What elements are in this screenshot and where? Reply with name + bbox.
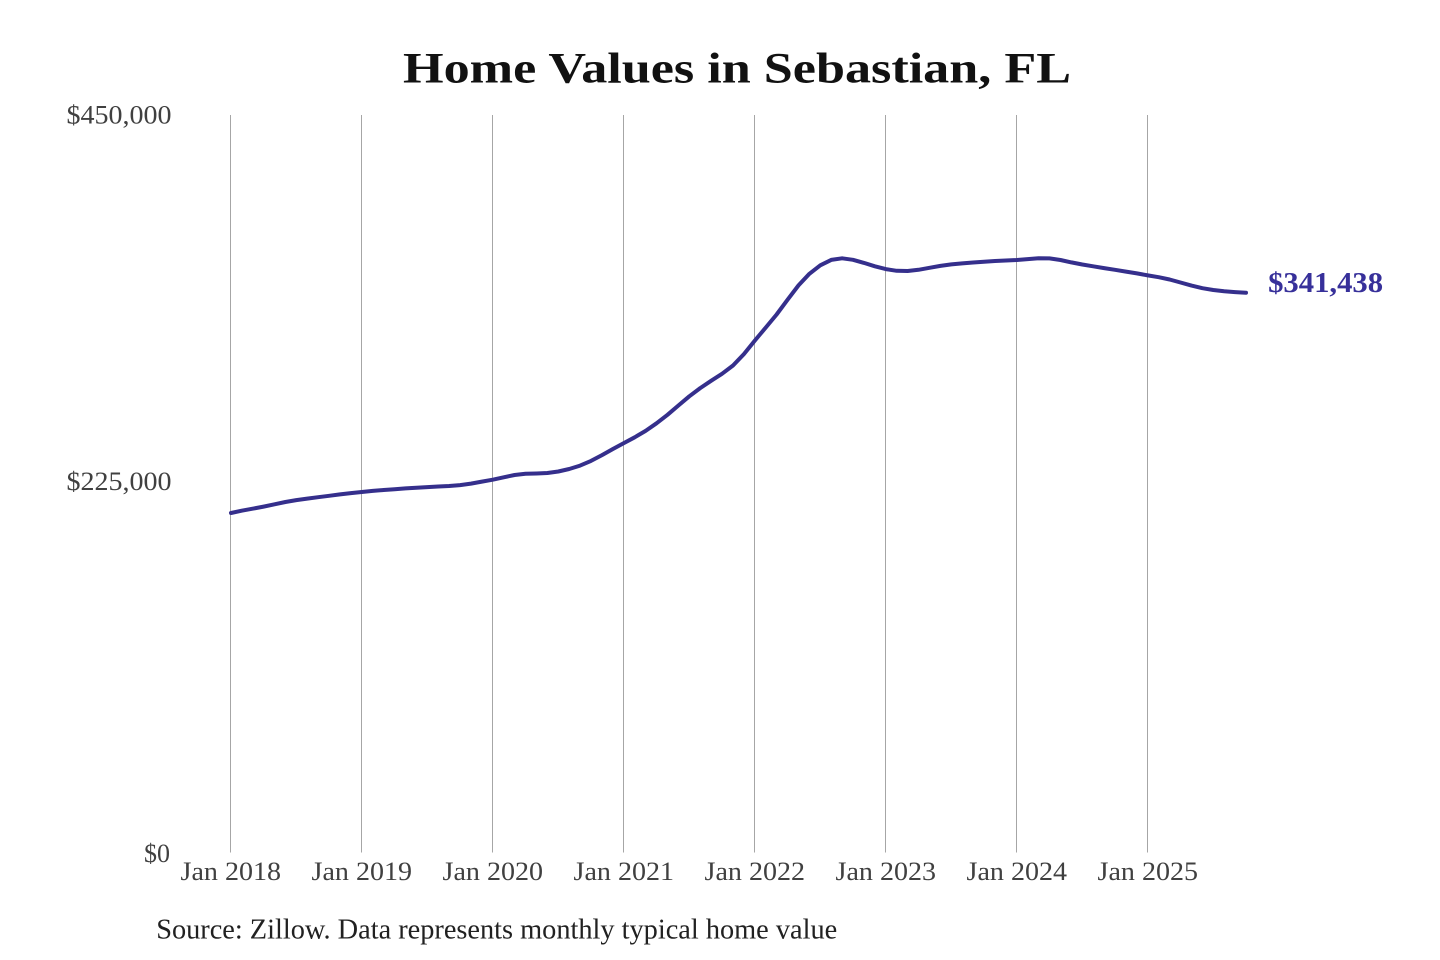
- svg-text:Jan 2022: Jan 2022: [705, 857, 806, 886]
- svg-text:Home Values in Sebastian, FL: Home Values in Sebastian, FL: [403, 44, 1071, 92]
- svg-text:Jan 2025: Jan 2025: [1098, 857, 1199, 886]
- svg-text:$0: $0: [144, 839, 170, 868]
- svg-text:$225,000: $225,000: [67, 467, 172, 496]
- svg-text:Source: Zillow. Data represent: Source: Zillow. Data represents monthly …: [156, 915, 837, 946]
- svg-text:Jan 2019: Jan 2019: [312, 857, 413, 886]
- svg-text:Jan 2024: Jan 2024: [967, 857, 1068, 886]
- svg-text:Jan 2021: Jan 2021: [574, 857, 675, 886]
- svg-text:Jan 2018: Jan 2018: [181, 857, 282, 886]
- svg-text:Jan 2023: Jan 2023: [836, 857, 937, 886]
- svg-text:$450,000: $450,000: [67, 100, 172, 129]
- svg-text:$341,438: $341,438: [1268, 268, 1383, 299]
- svg-text:Jan 2020: Jan 2020: [443, 857, 544, 886]
